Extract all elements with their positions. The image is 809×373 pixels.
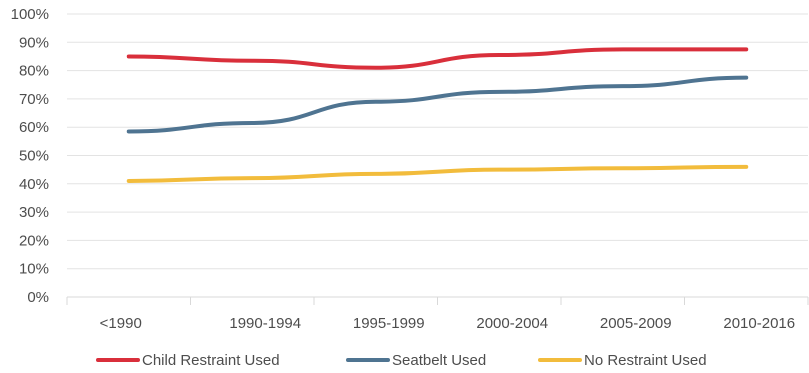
x-tick-label: 2000-2004 [476, 315, 548, 332]
x-tick-label: 1995-1999 [353, 315, 425, 332]
series-line-child-restraint-used [126, 47, 749, 70]
x-tick-label: 2005-2009 [600, 315, 672, 332]
y-tick-label: 60% [19, 119, 49, 136]
series-lines [126, 47, 749, 183]
legend-label-seatbelt-used: Seatbelt Used [392, 352, 486, 369]
y-tick-label: 100% [11, 6, 49, 23]
y-tick-label: 0% [27, 289, 49, 306]
legend-label-no-restraint-used: No Restraint Used [584, 352, 707, 369]
series-line-seatbelt-used [126, 75, 749, 134]
y-tick-label: 50% [19, 148, 49, 165]
y-tick-label: 70% [19, 91, 49, 108]
y-tick-label: 80% [19, 63, 49, 80]
y-tick-label: 30% [19, 204, 49, 221]
series-line-no-restraint-used [126, 164, 749, 183]
y-tick-label: 20% [19, 232, 49, 249]
x-tick-label: <1990 [100, 315, 142, 332]
legend-label-child-restraint-used: Child Restraint Used [142, 352, 280, 369]
x-axis-ticks: <1990 1990-1994 1995-1999 2000-2004 2005-200… [66, 297, 809, 332]
legend: Child Restraint Used Seatbelt Used No Rest… [96, 352, 707, 369]
x-tick-label: 1990-1994 [229, 315, 301, 332]
x-tick-label: 2010-2016 [723, 315, 795, 332]
y-axis-ticks: 0% 10% 20% 30% 40% 50% 60% 70% 80% 90% 100% [11, 6, 49, 306]
y-tick-label: 40% [19, 176, 49, 193]
y-tick-label: 90% [19, 34, 49, 51]
y-tick-label: 10% [19, 261, 49, 278]
